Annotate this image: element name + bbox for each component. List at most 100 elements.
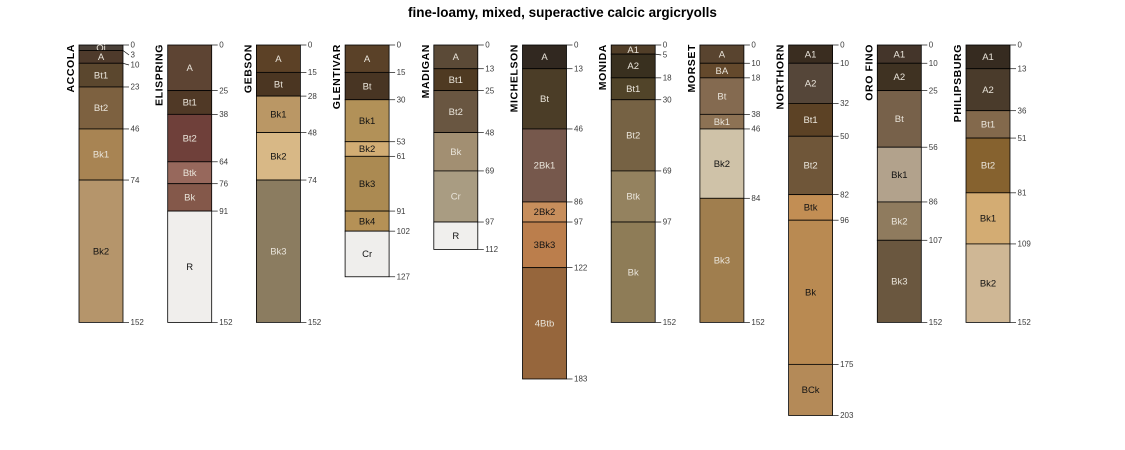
depth-label: 0 (485, 41, 490, 50)
horizon-label: Bk (184, 193, 195, 204)
horizon-label: Bt1 (803, 115, 817, 126)
horizon-label: A1 (982, 52, 994, 63)
horizon-rect-northorn-bt2 (788, 135, 833, 196)
depth-label: 96 (840, 216, 849, 225)
horizon-label: A (719, 49, 726, 60)
depth-label: 152 (131, 318, 145, 327)
depth-label: 91 (219, 207, 228, 216)
horizon-label: Bt (274, 79, 283, 90)
horizon-rect-oro-fino-bk2 (876, 201, 922, 241)
horizon-rect-oro-fino-a2 (876, 62, 922, 92)
depth-label: 152 (663, 318, 677, 327)
depth-label: 13 (485, 64, 494, 73)
depth-label: 84 (751, 194, 760, 203)
horizon-label: Bt1 (449, 75, 463, 86)
depth-label: 82 (840, 190, 849, 199)
horizon-rect-oro-fino-bk1 (876, 146, 922, 203)
depth-label: 69 (663, 167, 672, 176)
horizon-label: Bk1 (980, 214, 996, 225)
depth-label: 0 (929, 41, 934, 50)
depth-label: 86 (574, 198, 583, 207)
depth-label: 152 (751, 318, 765, 327)
horizon-rect-gebson-bk2 (255, 132, 301, 181)
horizon-label: Bt2 (803, 161, 817, 172)
horizon-label: BA (716, 66, 729, 77)
horizon-label: Bk3 (359, 179, 375, 190)
depth-label: 25 (219, 86, 228, 95)
soil-column-gebson: GEBSON A Bt Bk1 Bk2 Bk3 0 15 28 48 74 152 (242, 41, 321, 327)
horizon-rect-gebson-bk1 (255, 95, 301, 133)
depth-label: 0 (751, 41, 756, 50)
depth-label: 25 (929, 86, 938, 95)
depth-label: 13 (574, 64, 583, 73)
horizon-label: A2 (627, 61, 639, 72)
depth-label: 69 (485, 167, 494, 176)
horizon-label: A2 (893, 72, 905, 83)
depth-label: 112 (485, 245, 498, 254)
horizon-label: 4Btb (535, 319, 555, 330)
depth-label: 5 (663, 51, 668, 60)
depth-tick (655, 53, 662, 56)
horizon-label: Bk1 (891, 170, 907, 181)
profile-name-oro-fino: ORO FINO (863, 44, 875, 101)
depth-label: 64 (219, 158, 228, 167)
horizon-label: Bk3 (714, 256, 730, 267)
horizon-rect-northorn-bck (788, 363, 833, 416)
depth-label: 15 (308, 68, 317, 77)
depth-label: 0 (308, 41, 313, 50)
horizon-label: Bk4 (359, 216, 375, 227)
horizon-label: Bt1 (981, 120, 995, 131)
depth-label: 13 (1018, 64, 1027, 73)
depth-label: 0 (663, 41, 668, 50)
horizon-label: Bt1 (94, 70, 108, 81)
horizon-label: Bk (805, 287, 816, 298)
horizon-label: A2 (982, 85, 994, 96)
horizon-label: Bk (628, 267, 639, 278)
horizon-rect-philipsburg-bt1 (965, 110, 1011, 139)
horizon-label: Cr (451, 192, 461, 203)
horizon-label: Bt2 (626, 131, 640, 142)
depth-label: 152 (219, 318, 233, 327)
horizon-label: Bk1 (359, 116, 375, 127)
depth-label: 175 (840, 360, 854, 369)
horizon-label: Bk3 (270, 246, 286, 257)
horizon-rect-glentivar-cr (344, 230, 390, 278)
soil-column-glentivar: GLENTIVAR A Bt Bk1 Bk2 Bk3 Bk4 Cr 0 15 30 53 61 91 102… (331, 41, 410, 282)
horizon-label: Bt1 (626, 84, 640, 95)
soil-column-monida: MONIDA A1 A2 Bt1 Bt2 Btk Bk 05 18 30 69 97 152 (597, 41, 676, 327)
horizon-rect-monida-btk (610, 170, 656, 223)
depth-label: 36 (1018, 106, 1027, 115)
depth-label: 0 (1018, 41, 1023, 50)
horizon-label: Bt (540, 94, 549, 105)
horizon-rect-glentivar-bt (344, 71, 390, 101)
horizon-label: Bk1 (270, 110, 286, 121)
horizon-rect-northorn-bt1 (788, 103, 833, 137)
profile-name-gebson: GEBSON (242, 44, 254, 93)
depth-label: 10 (840, 59, 849, 68)
horizon-label: Bk1 (714, 117, 730, 128)
soil-column-northorn: NORTHORN A1 A2 Bt1 Bt2 Btk Bk BCk 0 10 32 50 82 96 175… (775, 41, 854, 420)
horizon-rect-madigan-r (433, 221, 479, 250)
depth-tick (122, 62, 130, 66)
horizon-rect-morset-bk3 (699, 197, 745, 323)
horizon-label: Bk (450, 147, 461, 158)
horizon-rect-michelson-2bk1 (522, 128, 567, 203)
depth-label: 10 (131, 61, 140, 70)
horizon-label: R (186, 262, 193, 273)
horizon-label: Btk (183, 168, 197, 179)
depth-label: 0 (840, 41, 845, 50)
depth-label: 56 (929, 143, 938, 152)
depth-label: 18 (751, 74, 760, 83)
horizon-rect-gebson-a (255, 44, 301, 73)
horizon-rect-oro-fino-bt (876, 90, 922, 148)
horizon-rect-monida-bk (610, 221, 656, 323)
horizon-rect-oro-fino-bk3 (876, 239, 922, 323)
depth-label: 38 (219, 110, 228, 119)
horizon-label: Bt (895, 114, 904, 125)
depth-label: 48 (485, 128, 494, 137)
horizon-rect-madigan-cr (433, 170, 479, 223)
horizon-rect-michelson-3bk3 (522, 221, 567, 269)
depth-label: 97 (663, 218, 672, 227)
